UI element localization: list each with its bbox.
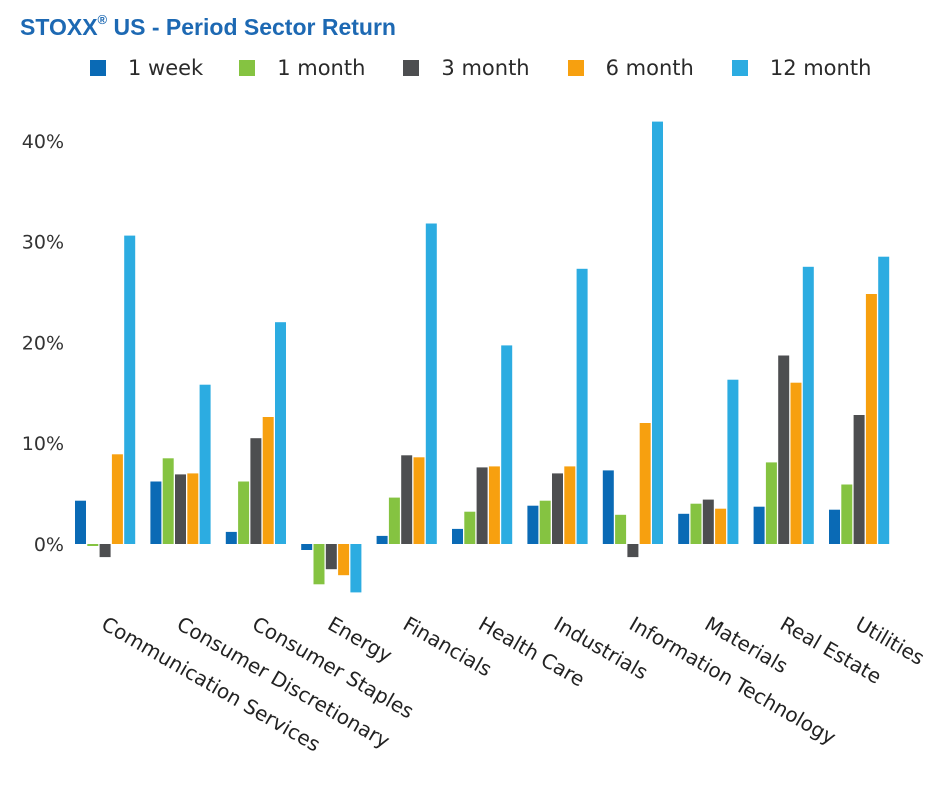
bar-health-care-1-week [452, 528, 463, 544]
bar-communication-services-6-month [111, 454, 123, 544]
bar-materials-1-week [678, 513, 690, 544]
bar-materials-6-month [715, 508, 727, 544]
bar-consumer-staples-1-week [225, 531, 237, 544]
bar-utilities-3-month [853, 415, 865, 544]
bar-utilities-6-month [865, 294, 877, 544]
bar-financials-6-month [413, 457, 425, 544]
bar-real-estate-3-month [778, 355, 790, 544]
bar-materials-12-month [727, 379, 739, 544]
bar-real-estate-12-month [802, 266, 814, 544]
bar-information-technology-6-month [639, 423, 651, 544]
y-tick-label: 10% [22, 433, 64, 455]
bar-health-care-6-month [488, 466, 500, 544]
legend-label-1-week: 1 week [128, 56, 204, 80]
bar-industrials-1-month [539, 500, 551, 544]
bar-information-technology-1-month [615, 514, 627, 544]
bar-industrials-6-month [564, 466, 576, 544]
title-text: US - Period Sector Return [107, 14, 396, 40]
bar-consumer-discretionary-1-week [150, 481, 162, 544]
bar-financials-1-week [376, 535, 388, 544]
bar-financials-3-month [401, 455, 413, 544]
legend-swatch-1-month [239, 60, 256, 76]
bar-consumer-staples-12-month [275, 322, 286, 544]
bar-communication-services-3-month [99, 544, 111, 558]
legend-label-1-month: 1 month [277, 56, 366, 80]
legend-item-1-month: 1 month [239, 56, 365, 80]
legend-label-3-month: 3 month [441, 56, 530, 80]
bar-energy-6-month [338, 544, 350, 576]
bar-communication-services-1-month [87, 544, 99, 546]
legend-swatch-12-month [731, 60, 748, 76]
bar-real-estate-6-month [790, 382, 802, 544]
bar-health-care-1-month [464, 511, 476, 544]
bar-communication-services-1-week [75, 500, 86, 544]
legend-swatch-1-week [90, 60, 106, 76]
chart-title: STOXX® US - Period Sector Return [20, 12, 396, 41]
y-tick-label: 40% [22, 131, 64, 153]
bar-financials-12-month [425, 223, 437, 544]
legend-item-6-month: 6 month [567, 56, 694, 80]
title-brand: STOXX [20, 14, 98, 40]
bar-health-care-12-month [501, 345, 513, 544]
legend-swatch-3-month [403, 60, 420, 76]
bar-consumer-discretionary-1-month [162, 458, 174, 544]
bar-energy-3-month [325, 544, 337, 570]
legend-item-1-week: 1 week [90, 56, 203, 80]
bar-materials-3-month [702, 499, 714, 544]
bar-consumer-discretionary-3-month [175, 474, 186, 544]
bar-utilities-1-week [829, 509, 840, 544]
legend-label-6-month: 6 month [605, 56, 694, 80]
y-tick-label: 20% [22, 332, 64, 354]
y-tick-label: 30% [22, 232, 64, 254]
bar-real-estate-1-month [765, 462, 777, 544]
legend: 1 week 1 month 3 month 6 month 12 month [90, 56, 871, 80]
bar-energy-12-month [350, 544, 362, 593]
registered-mark: ® [97, 12, 108, 28]
bar-utilities-1-month [841, 484, 853, 544]
bar-consumer-discretionary-12-month [199, 384, 211, 544]
legend-swatch-6-month [567, 60, 584, 76]
bar-materials-1-month [690, 503, 702, 544]
bar-health-care-3-month [476, 467, 488, 544]
bar-industrials-1-week [527, 505, 539, 544]
bar-information-technology-1-week [602, 470, 614, 544]
bar-industrials-3-month [552, 473, 563, 544]
bar-real-estate-1-week [753, 506, 765, 544]
bar-consumer-discretionary-6-month [187, 473, 199, 544]
bar-energy-1-week [301, 544, 313, 550]
bar-industrials-12-month [576, 268, 588, 544]
bar-information-technology-12-month [652, 121, 663, 544]
y-tick-label: 0% [34, 534, 64, 556]
bar-consumer-staples-6-month [262, 417, 274, 544]
bar-consumer-staples-3-month [250, 438, 262, 544]
bar-financials-1-month [388, 497, 400, 544]
bar-communication-services-12-month [124, 235, 136, 544]
bar-utilities-12-month [878, 256, 890, 544]
legend-item-12-month: 12 month [731, 56, 872, 80]
legend-label-12-month: 12 month [769, 56, 872, 80]
bar-consumer-staples-1-month [238, 481, 250, 544]
bar-energy-1-month [313, 544, 325, 585]
legend-item-3-month: 3 month [403, 56, 530, 80]
bar-information-technology-3-month [627, 544, 639, 558]
